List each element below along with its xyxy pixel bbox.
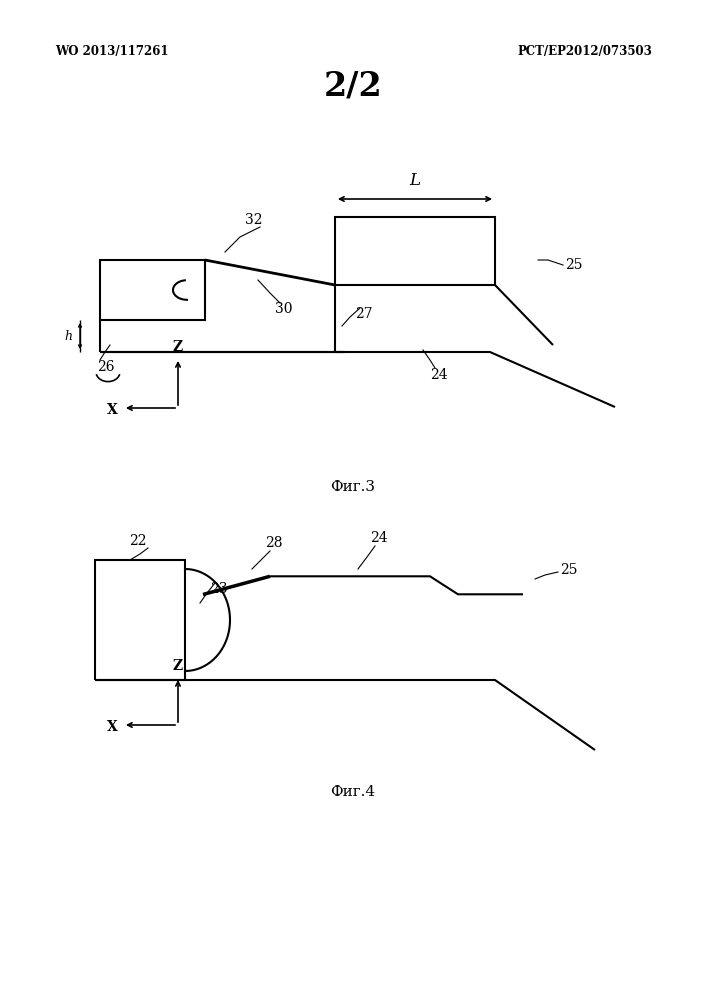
Text: h: h [64,330,72,342]
Text: 27: 27 [355,307,373,321]
Text: 32: 32 [245,213,262,227]
Text: 26: 26 [97,360,115,374]
Text: Z: Z [173,340,183,354]
Text: 24: 24 [370,531,387,545]
Text: X: X [107,403,118,417]
Text: 23: 23 [210,582,228,596]
Text: 25: 25 [560,563,578,577]
Text: Фиг.3: Фиг.3 [330,480,375,494]
Text: 24: 24 [430,368,448,382]
Text: 30: 30 [275,302,293,316]
Text: Фиг.4: Фиг.4 [330,785,375,799]
Text: PCT/EP2012/073503: PCT/EP2012/073503 [517,45,652,58]
Text: L: L [409,172,421,189]
Text: WO 2013/117261: WO 2013/117261 [55,45,168,58]
Text: 22: 22 [129,534,147,548]
Text: 28: 28 [265,536,283,550]
Text: 2/2: 2/2 [324,70,382,103]
Text: X: X [107,720,118,734]
Text: Z: Z [173,659,183,673]
Text: 25: 25 [565,258,583,272]
